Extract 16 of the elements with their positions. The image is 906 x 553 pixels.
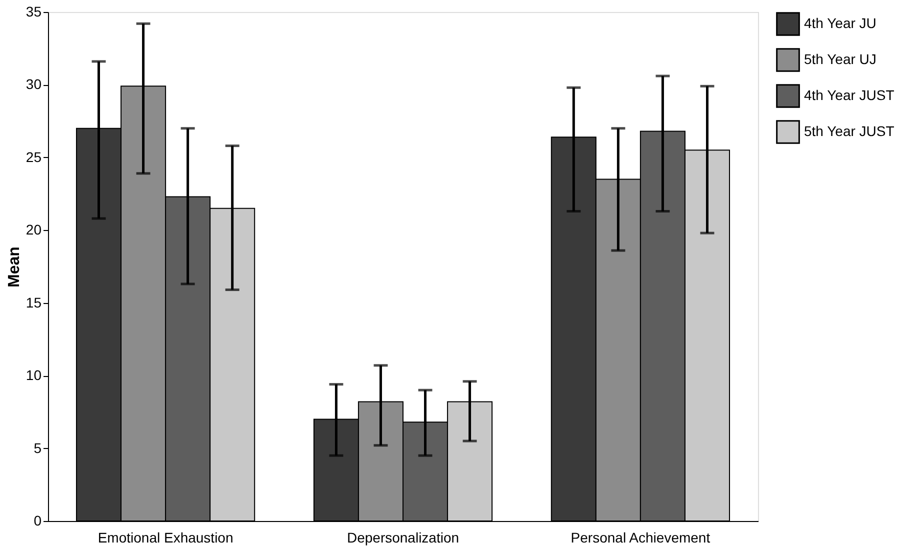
x-tick-label: Personal Achievement [570,530,710,546]
legend-label: 4th Year JUST [804,87,895,103]
y-tick-label: 10 [26,367,42,384]
y-tick-label: 35 [26,4,42,20]
y-tick-label: 0 [34,512,42,528]
x-tick-label: Depersonalization [346,530,460,546]
y-tick-label: 15 [26,294,42,310]
y-tick-label: 25 [26,148,42,165]
y-tick-label: 20 [26,222,42,238]
legend-label: 4th Year JU [804,15,876,31]
legend-label: 5th Year UJ [804,51,876,67]
legend-label: 5th Year JUST [804,123,895,139]
x-tick-label: Emotional Exhaustion [98,530,234,546]
y-tick-label: 30 [26,76,42,92]
y-tick-label: 5 [34,440,42,456]
y-axis-title: Mean [6,246,23,288]
